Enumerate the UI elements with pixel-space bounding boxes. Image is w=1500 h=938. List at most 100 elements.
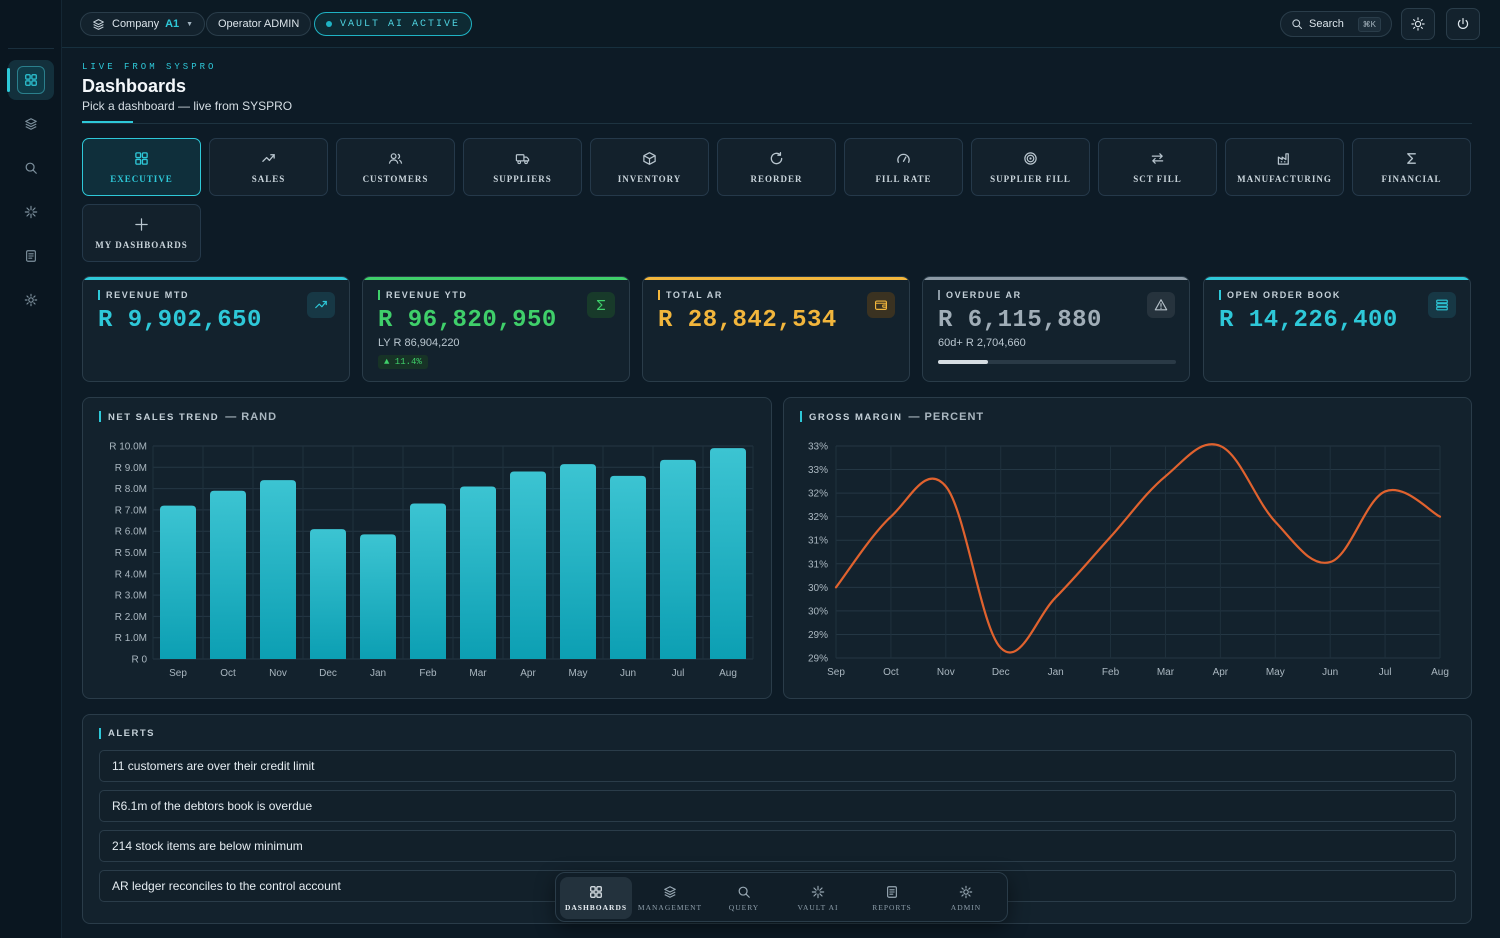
point-nov[interactable] xyxy=(943,483,949,489)
y-tick-label: 33% xyxy=(808,465,828,476)
kpi-total-ar[interactable]: TOTAL AR R 28,842,534 xyxy=(642,276,910,382)
gross-margin-title-text: GROSS MARGIN xyxy=(809,412,903,423)
bar-oct[interactable] xyxy=(210,490,246,659)
nav-vault-ai[interactable]: VAULT AI xyxy=(782,877,854,919)
target-icon xyxy=(1023,151,1038,166)
rail-dashboards-button[interactable] xyxy=(7,60,54,100)
kpi-open-order-book[interactable]: OPEN ORDER BOOK R 14,226,400 xyxy=(1203,276,1471,382)
gross-margin-chart: 29% 29% 30% 30% 31% 31% 32% 32% 33% 33% Sep Oct Nov D… xyxy=(808,442,1449,679)
top-bar: Company A1 ▼ Operator ADMIN VAULT AI ACT… xyxy=(62,0,1500,48)
rail-divider xyxy=(8,48,54,49)
tile-label: CUSTOMERS xyxy=(362,173,429,184)
tile-label: INVENTORY xyxy=(617,173,682,184)
gross-margin-title: GROSS MARGIN — PERCENT xyxy=(800,411,984,423)
tile-manufacturing[interactable]: MANUFACTURING xyxy=(1225,138,1344,196)
y-tick-label: 29% xyxy=(808,630,828,641)
kpi-overdue-ar[interactable]: OVERDUE AR R 6,115,880 60d+ R 2,704,660 xyxy=(922,276,1190,382)
overdue-progress-bar xyxy=(938,360,1176,364)
y-tick-label: R 10.0M xyxy=(109,442,147,453)
point-may[interactable] xyxy=(1272,519,1278,525)
x-tick-label: May xyxy=(569,668,588,679)
y-tick-label: R 0 xyxy=(131,655,147,666)
gross-margin-unit: — PERCENT xyxy=(908,411,985,423)
tile-executive[interactable]: EXECUTIVE xyxy=(82,138,201,196)
kpi-accent-bar xyxy=(643,277,909,280)
tile-label: FILL RATE xyxy=(875,173,932,184)
alert-text: AR ledger reconciles to the control acco… xyxy=(112,879,341,893)
bar-jan[interactable] xyxy=(360,534,396,659)
kpi-revenue-mtd[interactable]: REVENUE MTD R 9,902,650 xyxy=(82,276,350,382)
x-tick-label: Jul xyxy=(1379,667,1392,678)
rail-query-button[interactable] xyxy=(8,148,54,188)
bar-jun[interactable] xyxy=(610,475,646,659)
rail-management-button[interactable] xyxy=(8,104,54,144)
rail-reports-button[interactable] xyxy=(8,236,54,276)
power-icon xyxy=(1456,17,1470,31)
nav-admin[interactable]: ADMIN xyxy=(930,877,1002,919)
nav-label: DASHBOARDS xyxy=(564,902,628,912)
y-tick-label: 29% xyxy=(808,654,828,665)
page-subtitle: Pick a dashboard — live from SYSPRO xyxy=(82,99,293,113)
alert-item[interactable]: R6.1m of the debtors book is overdue xyxy=(99,790,1456,822)
tile-supplier-fill[interactable]: SUPPLIER FILL xyxy=(971,138,1090,196)
bar-dec[interactable] xyxy=(310,529,346,659)
rail-admin-button[interactable] xyxy=(8,280,54,320)
kpi-revenue-ytd[interactable]: REVENUE YTD R 96,820,950 LY R 86,904,220… xyxy=(362,276,630,382)
tile-customers[interactable]: CUSTOMERS xyxy=(336,138,455,196)
point-jun[interactable] xyxy=(1327,559,1333,565)
nav-management[interactable]: MANAGEMENT xyxy=(634,877,706,919)
point-apr[interactable] xyxy=(1217,443,1223,449)
bar-nov[interactable] xyxy=(260,480,296,659)
point-feb[interactable] xyxy=(1108,534,1114,540)
x-tick-label: Mar xyxy=(1157,667,1175,678)
tile-inventory[interactable]: INVENTORY xyxy=(590,138,709,196)
tile-fill-rate[interactable]: FILL RATE xyxy=(844,138,963,196)
y-tick-label: R 9.0M xyxy=(115,463,147,474)
tile-sales[interactable]: SALES xyxy=(209,138,328,196)
search-button[interactable]: Search ⌘K xyxy=(1280,11,1392,37)
nav-dashboards[interactable]: DASHBOARDS xyxy=(560,877,632,919)
bar-sep[interactable] xyxy=(160,505,196,659)
x-tick-label: Dec xyxy=(319,668,337,679)
point-jan[interactable] xyxy=(1053,594,1059,600)
tile-financial[interactable]: FINANCIAL xyxy=(1352,138,1471,196)
point-oct[interactable] xyxy=(888,514,894,520)
alert-item[interactable]: 214 stock items are below minimum xyxy=(99,830,1456,862)
search-icon xyxy=(17,154,45,182)
point-sep[interactable] xyxy=(833,584,839,590)
bar-apr[interactable] xyxy=(510,471,546,659)
bar-feb[interactable] xyxy=(410,503,446,659)
users-icon xyxy=(388,151,403,166)
x-tick-label: Aug xyxy=(719,668,737,679)
tile-sct-fill[interactable]: SCT FILL xyxy=(1098,138,1217,196)
bar-jul[interactable] xyxy=(660,459,696,659)
gross-margin-line[interactable] xyxy=(834,443,1442,654)
y-tick-label: 31% xyxy=(808,536,828,547)
y-tick-label: R 5.0M xyxy=(115,548,147,559)
alert-text: R6.1m of the debtors book is overdue xyxy=(112,799,313,813)
nav-query[interactable]: QUERY xyxy=(708,877,780,919)
nav-reports[interactable]: REPORTS xyxy=(856,877,928,919)
logout-button[interactable] xyxy=(1446,8,1480,40)
company-selector[interactable]: Company A1 ▼ xyxy=(80,12,206,36)
alert-item[interactable]: 11 customers are over their credit limit xyxy=(99,750,1456,782)
point-aug[interactable] xyxy=(1437,514,1443,520)
bar-aug[interactable] xyxy=(710,448,746,659)
point-mar[interactable] xyxy=(1162,473,1168,479)
point-jul[interactable] xyxy=(1382,488,1388,494)
tile-suppliers[interactable]: SUPPLIERS xyxy=(463,138,582,196)
bar-mar[interactable] xyxy=(460,486,496,659)
x-tick-label: Apr xyxy=(1213,667,1229,678)
tile-reorder[interactable]: REORDER xyxy=(717,138,836,196)
kpi-sub: 60d+ R 2,704,660 xyxy=(938,337,1026,349)
nav-label: ADMIN xyxy=(950,902,982,912)
header-divider xyxy=(82,123,1472,124)
rail-vault-ai-button[interactable] xyxy=(8,192,54,232)
tile-my-dashboards[interactable]: MY DASHBOARDS xyxy=(82,204,201,262)
bar-may[interactable] xyxy=(560,464,596,659)
point-dec[interactable] xyxy=(998,645,1004,651)
theme-toggle-button[interactable] xyxy=(1401,8,1435,40)
kpi-change-badge: ▲ 11.4% xyxy=(378,355,428,369)
kpi-label: OPEN ORDER BOOK xyxy=(1219,290,1341,300)
x-tick-label: Oct xyxy=(883,667,899,678)
